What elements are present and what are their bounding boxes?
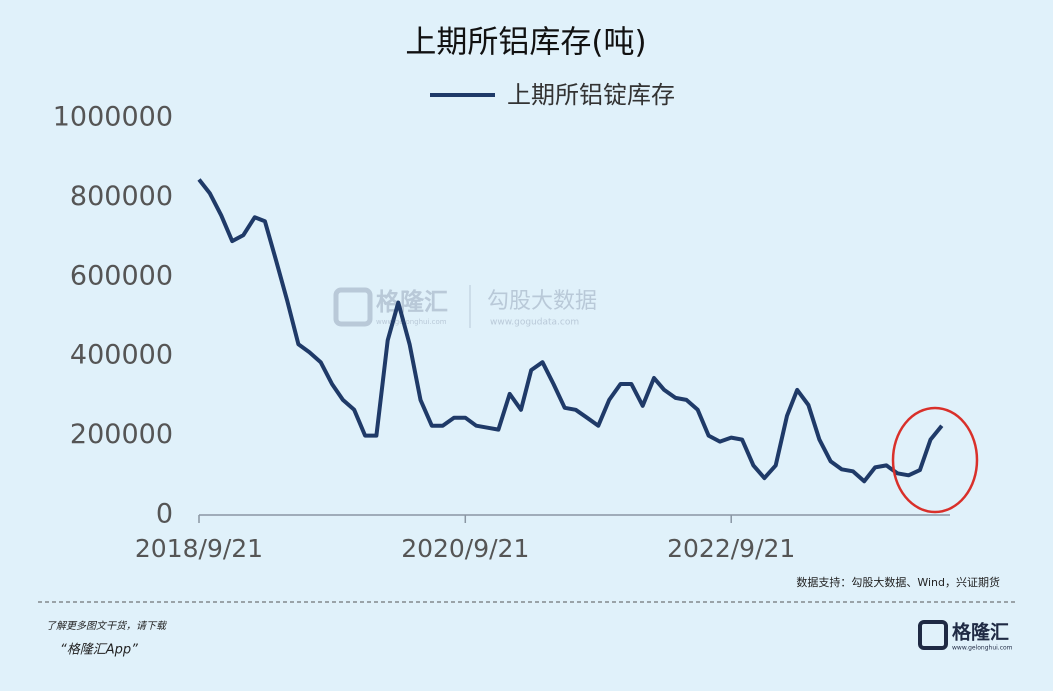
watermark-partner-url: www.gogudata.com [490,318,579,328]
watermark-brand: 格隆汇 [376,288,448,316]
footer-app: “格隆汇App” [60,643,138,658]
watermark-logo [333,287,373,327]
y-tick-label: 200000 [70,419,173,450]
chart-title: 上期所铝库存(吨) [405,25,646,61]
legend-label: 上期所铝锭库存 [507,81,675,109]
watermark-brand-url: www.gelonghui.com [376,318,447,326]
footer-logo: 格隆汇 [952,621,1009,644]
watermark: 格隆汇 www.gelonghui.com 勾股大数据 www.gogudata… [333,285,597,328]
highlight-circle [891,406,979,514]
y-tick-label: 400000 [70,340,173,371]
plot: 0 200000 400000 600000 800000 1000000 2018/9/2… [53,102,950,563]
x-tick-label: 2022/9/21 [667,534,795,563]
data-line [197,178,944,484]
source: 数据支持：勾股大数据、Wind，兴证期货 [796,575,1000,589]
x-tick-label: 2018/9/21 [135,534,263,563]
x-tick-label: 2020/9/21 [401,534,529,563]
y-tick-label: 1000000 [53,102,173,133]
footer-note: 了解更多图文干货，请下载 [46,620,168,632]
y-tick-label: 0 [156,499,173,530]
y-tick-label: 600000 [70,260,173,291]
watermark-partner: 勾股大数据 [487,289,597,314]
footer-logo-mark [918,620,948,650]
footer-logo-url: www.gelonghui.com [952,645,1013,652]
y-tick-label: 800000 [70,181,173,212]
